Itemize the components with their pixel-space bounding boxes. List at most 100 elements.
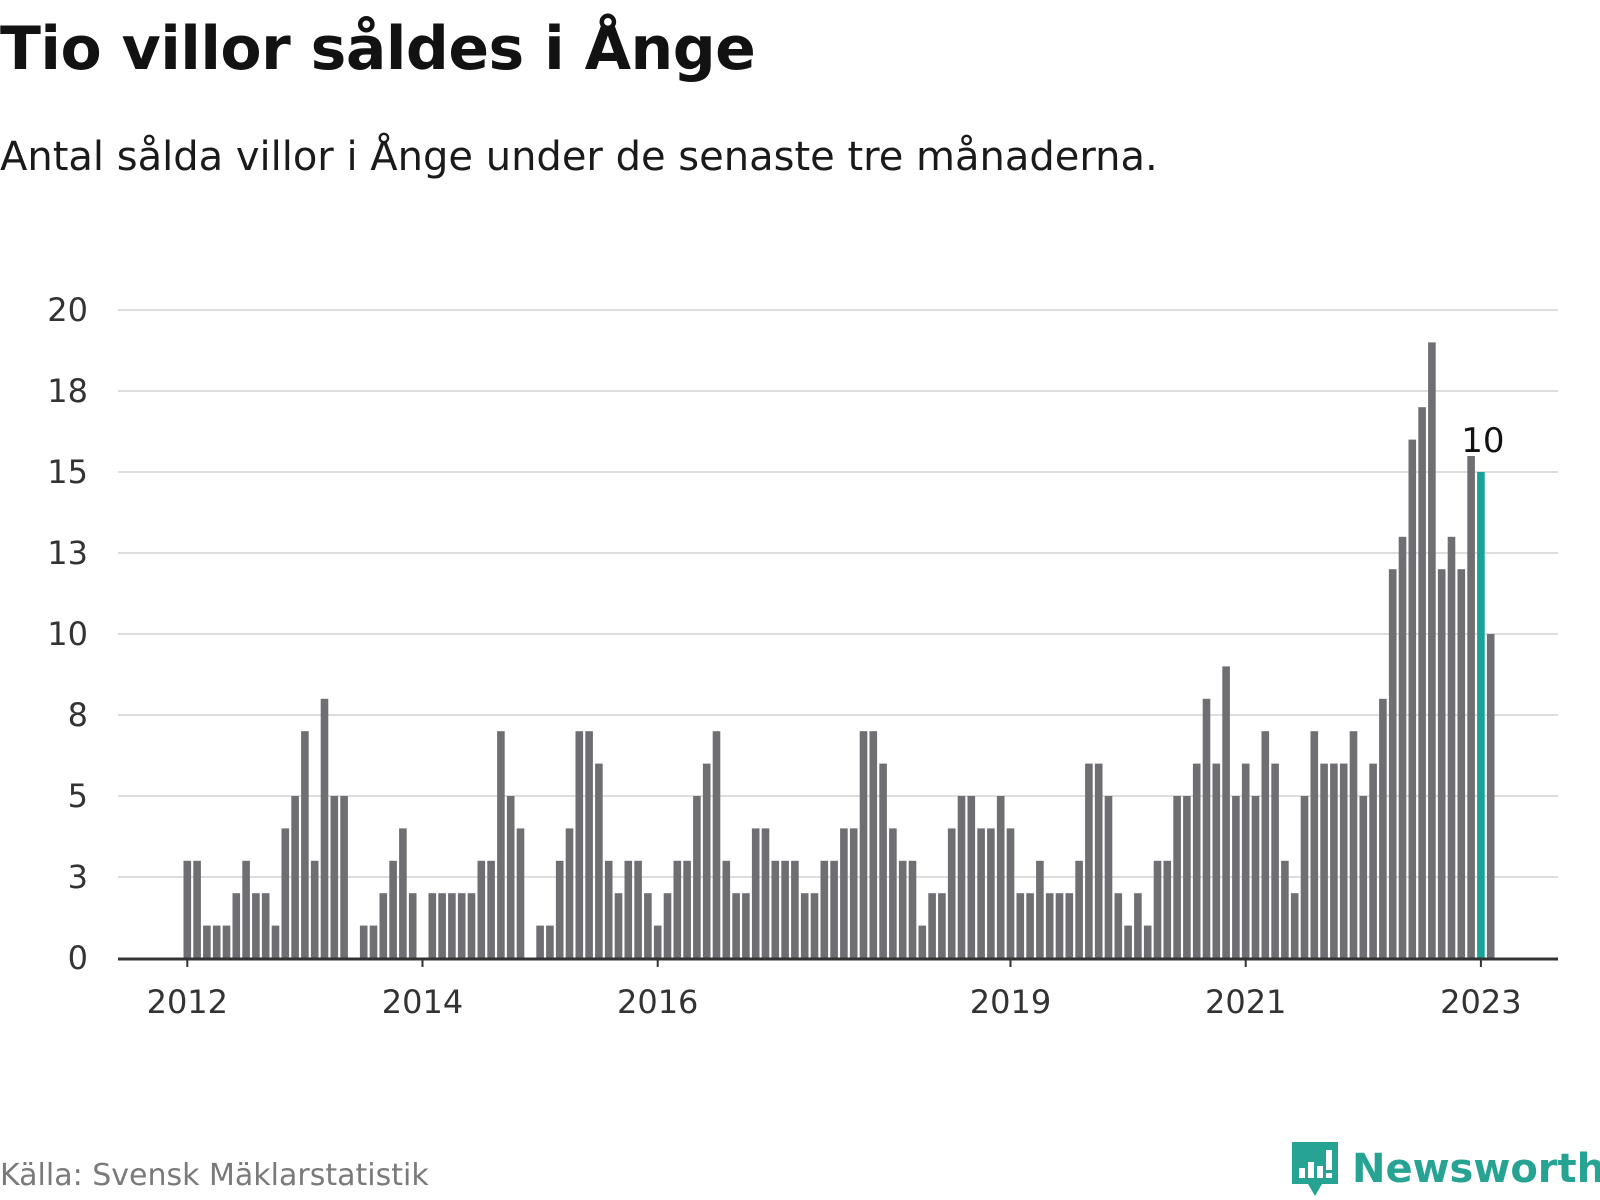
x-tick-label: 2016 <box>617 983 698 1021</box>
bar <box>467 893 476 958</box>
bar <box>1330 763 1338 958</box>
bar <box>771 860 780 958</box>
bar <box>1134 893 1142 958</box>
bar <box>1388 569 1397 958</box>
bar <box>457 893 466 958</box>
y-tick-label: 10 <box>47 615 88 653</box>
bar <box>1232 796 1240 958</box>
bar <box>1094 763 1103 958</box>
chart-title: Tio villor såldes i Ånge <box>0 14 756 84</box>
x-tick-label: 2023 <box>1440 983 1521 1021</box>
newsworthy-logo-icon <box>1292 1142 1338 1196</box>
bar <box>1408 439 1417 959</box>
brand-logo: Newsworthy <box>1290 1140 1600 1198</box>
bar <box>261 893 270 958</box>
bar <box>487 860 495 958</box>
bar <box>379 893 388 958</box>
bar <box>595 763 603 958</box>
bar <box>506 796 515 958</box>
bar <box>938 893 946 958</box>
bar <box>732 893 740 958</box>
x-tick-label: 2014 <box>382 983 463 1021</box>
bar <box>683 860 691 958</box>
bar <box>428 893 437 958</box>
bar <box>1339 763 1348 958</box>
bar <box>869 731 878 958</box>
bar <box>408 893 417 958</box>
bar <box>928 893 936 958</box>
bar <box>1065 893 1074 958</box>
bar <box>820 860 829 958</box>
y-tick-label: 13 <box>47 534 88 572</box>
bar <box>340 796 348 958</box>
data-labels: 10 <box>1457 417 1508 465</box>
bar <box>1310 731 1319 958</box>
bar <box>1104 796 1113 958</box>
bar <box>604 860 613 958</box>
bar <box>712 731 721 958</box>
y-tick-label: 8 <box>68 696 88 734</box>
bar <box>1173 796 1181 958</box>
bar <box>1379 698 1387 958</box>
bar <box>546 925 554 958</box>
bar <box>565 828 574 958</box>
bar <box>791 860 799 958</box>
bar <box>1212 763 1221 958</box>
bar <box>1143 925 1152 958</box>
bar <box>908 860 917 958</box>
bar <box>183 860 192 958</box>
bar <box>1369 763 1377 958</box>
bar <box>1183 796 1191 958</box>
bars <box>183 342 1495 959</box>
bar <box>840 828 848 958</box>
bar <box>1290 893 1299 958</box>
bar <box>1045 893 1054 958</box>
bar <box>702 763 711 958</box>
bar <box>1320 763 1328 958</box>
bar <box>800 893 809 958</box>
bar <box>1359 796 1368 958</box>
bar <box>448 893 456 958</box>
bar <box>389 860 397 958</box>
bar <box>585 731 593 958</box>
bar <box>889 828 897 958</box>
bar <box>653 925 662 958</box>
bar <box>516 828 525 958</box>
gridlines <box>118 309 1558 878</box>
bar <box>614 893 623 958</box>
bar <box>203 925 211 958</box>
bar <box>781 860 789 958</box>
bar <box>399 828 407 958</box>
bar <box>330 796 339 958</box>
bar <box>359 925 368 958</box>
bar <box>1026 893 1034 958</box>
bar <box>918 925 927 958</box>
y-axis-ticks: 0 3 5 8 10 13 15 18 20 <box>47 291 88 977</box>
bar <box>1300 796 1309 958</box>
bar <box>1349 731 1358 958</box>
bar <box>222 925 231 958</box>
bar <box>849 828 858 958</box>
bar <box>193 860 201 958</box>
bar <box>1114 893 1123 958</box>
bar <box>1192 763 1201 958</box>
bar <box>977 828 985 958</box>
bar <box>1036 860 1044 958</box>
bar <box>212 925 221 958</box>
bar <box>987 828 995 958</box>
bar <box>1055 893 1064 958</box>
bar <box>722 860 731 958</box>
bar <box>879 763 887 958</box>
y-tick-label: 0 <box>68 939 88 977</box>
source-note: Källa: Svensk Mäklarstatistik <box>0 1158 429 1193</box>
bar <box>536 925 544 958</box>
x-axis-ticks: 2012 2014 2016 2019 2021 2023 <box>147 958 1522 1021</box>
bar <box>1222 666 1230 958</box>
bar <box>957 796 966 958</box>
bar <box>1428 342 1436 958</box>
bar <box>634 860 642 958</box>
bar <box>1457 569 1466 958</box>
bar <box>1271 763 1279 958</box>
bar <box>369 925 378 958</box>
